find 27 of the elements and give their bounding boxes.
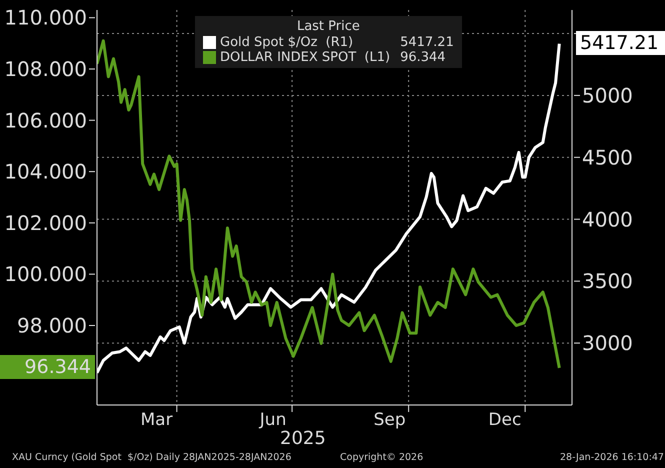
y2-tick-label: 3500: [582, 269, 633, 294]
text: Copyright© 2026: [340, 452, 424, 463]
y-tick-label: 98.000: [17, 313, 87, 338]
annotation: 5417.21: [400, 35, 454, 50]
x-tick-label: Jun: [258, 410, 286, 430]
y2-tick-label: 5000: [582, 83, 633, 108]
text: 96.344: [24, 356, 91, 378]
y2-tick-label: 4500: [582, 145, 633, 170]
x-tick-label: Mar: [140, 410, 173, 430]
y-tick-label: 100.000: [4, 262, 87, 286]
y-tick-label: 108.000: [4, 56, 87, 81]
y-tick-label: 106.000: [4, 108, 87, 132]
annotation: 96.344: [400, 50, 447, 65]
legend-label: DOLLAR INDEX SPOT (L1): [220, 50, 392, 65]
y-tick-label: 104.000: [4, 160, 87, 184]
y-tick-label: 110.000: [4, 6, 87, 30]
legend-label: Gold Spot $/Oz (R1): [220, 35, 354, 50]
y2-tick-label: 4000: [582, 207, 633, 232]
text: 5417.21: [580, 32, 659, 54]
text: XAU Curncy (Gold Spot $/Oz) Daily 28JAN2025-28JAN2026: [12, 452, 292, 463]
y-tick-label: 102.000: [4, 210, 87, 235]
x-tick-label: Dec: [488, 410, 522, 430]
x-tick-label: Sep: [374, 410, 406, 430]
text: 28-Jan-2026 16:10:47: [560, 452, 664, 463]
x-axis-title: 2025: [280, 428, 326, 449]
y2-tick-label: 3000: [582, 331, 633, 356]
legend-title: Last Price: [296, 19, 361, 34]
